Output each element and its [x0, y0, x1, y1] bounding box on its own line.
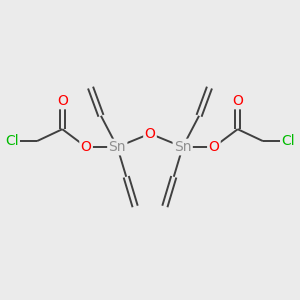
Text: Cl: Cl: [5, 134, 19, 148]
Text: O: O: [57, 94, 68, 108]
Text: Sn: Sn: [174, 140, 191, 154]
Text: Sn: Sn: [109, 140, 126, 154]
Text: O: O: [232, 94, 243, 108]
Text: O: O: [208, 140, 219, 154]
Text: Cl: Cl: [281, 134, 295, 148]
Text: O: O: [145, 127, 155, 141]
Text: O: O: [81, 140, 92, 154]
